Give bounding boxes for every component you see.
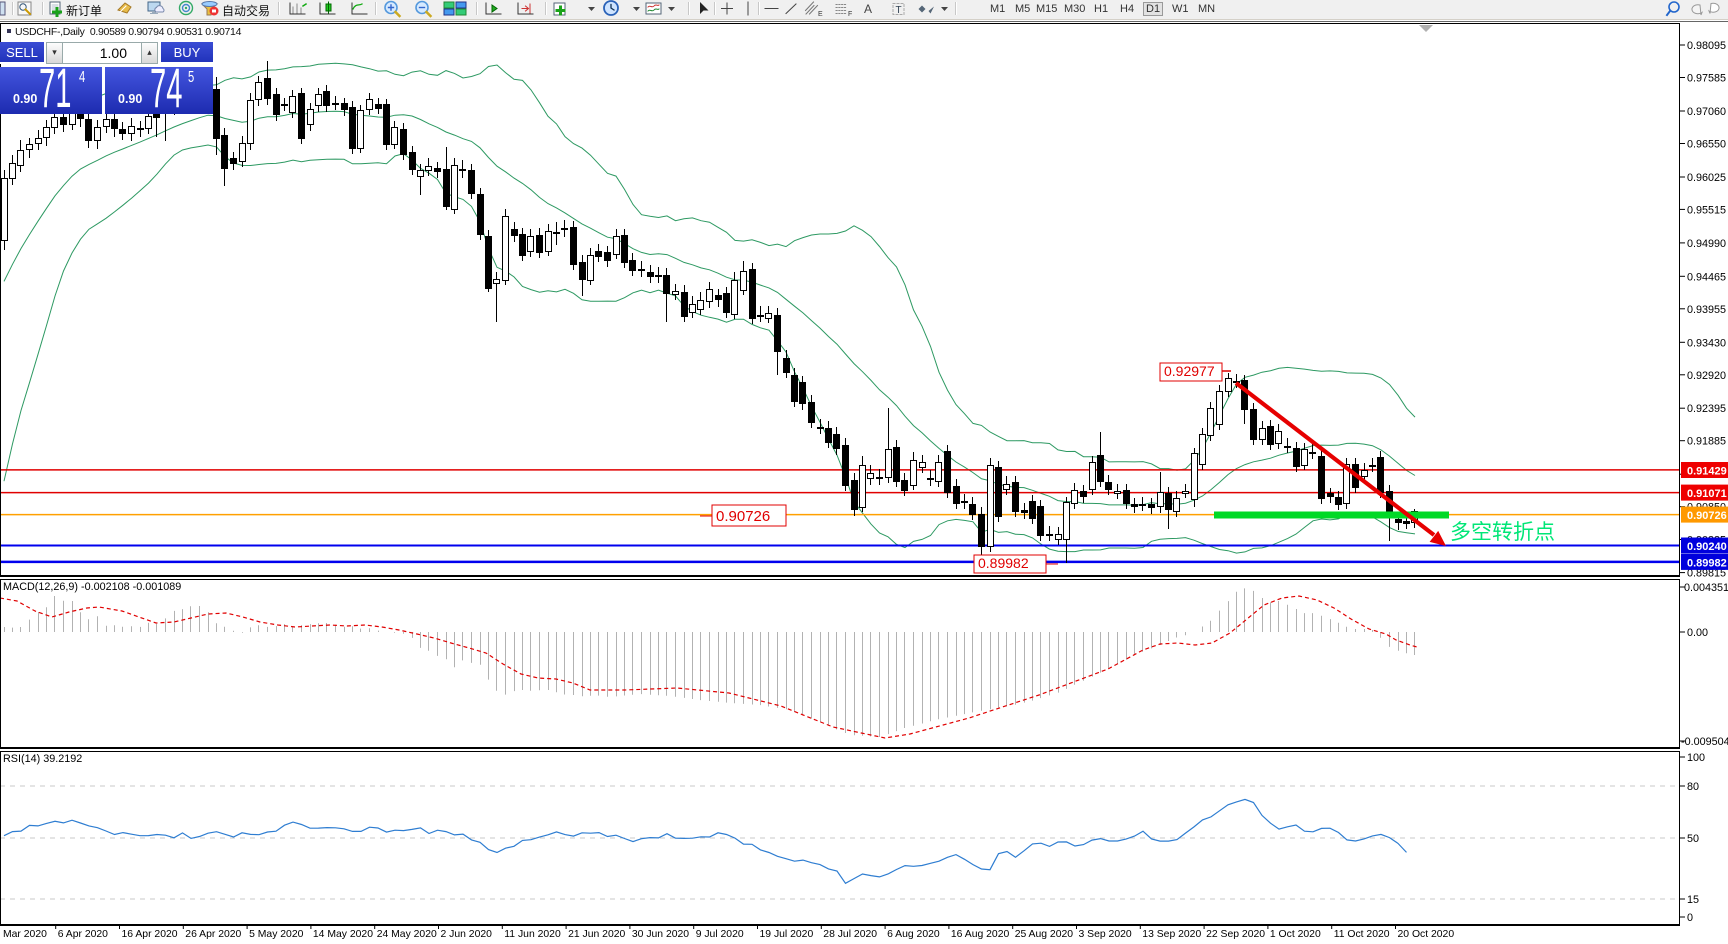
- svg-text:25 Aug 2020: 25 Aug 2020: [1015, 929, 1074, 940]
- svg-text:0.90240: 0.90240: [1687, 541, 1727, 553]
- svg-text:0.96025: 0.96025: [1687, 172, 1726, 184]
- svg-text:1 Oct 2020: 1 Oct 2020: [1270, 929, 1321, 940]
- svg-text:0.93955: 0.93955: [1687, 304, 1726, 316]
- svg-text:0.92395: 0.92395: [1687, 403, 1726, 415]
- svg-text:0.89982: 0.89982: [1687, 557, 1727, 569]
- svg-text:0.00: 0.00: [1687, 627, 1708, 639]
- svg-text:Mar 2020: Mar 2020: [3, 929, 47, 940]
- svg-text:0.97585: 0.97585: [1687, 73, 1726, 85]
- svg-text:0.89982: 0.89982: [978, 555, 1029, 571]
- svg-text:0: 0: [1687, 912, 1693, 924]
- svg-text:F: F: [848, 11, 852, 18]
- svg-text:0.92920: 0.92920: [1687, 370, 1726, 382]
- svg-text:MACD(12,26,9) -0.002108 -0.001: MACD(12,26,9) -0.002108 -0.001089: [3, 581, 181, 593]
- svg-text:0.97060: 0.97060: [1687, 106, 1726, 118]
- svg-text:0.94990: 0.94990: [1687, 238, 1726, 250]
- svg-text:9 Jul 2020: 9 Jul 2020: [696, 929, 744, 940]
- svg-text:80: 80: [1687, 781, 1699, 793]
- svg-text:5 May 2020: 5 May 2020: [249, 929, 304, 940]
- svg-text:0.96550: 0.96550: [1687, 139, 1726, 151]
- svg-text:0.93430: 0.93430: [1687, 337, 1726, 349]
- svg-text:16 Aug 2020: 16 Aug 2020: [951, 929, 1010, 940]
- svg-text:0.90726: 0.90726: [716, 508, 770, 525]
- svg-text:0.98095: 0.98095: [1687, 40, 1726, 52]
- svg-text:0.91429: 0.91429: [1687, 466, 1727, 478]
- svg-text:16 Apr 2020: 16 Apr 2020: [122, 929, 178, 940]
- svg-text:多空转折点: 多空转折点: [1450, 521, 1555, 544]
- svg-text:6 Apr 2020: 6 Apr 2020: [58, 929, 108, 940]
- svg-text:13 Sep 2020: 13 Sep 2020: [1142, 929, 1201, 940]
- svg-text:20 Oct 2020: 20 Oct 2020: [1398, 929, 1455, 940]
- svg-text:T: T: [896, 5, 902, 16]
- svg-text:E: E: [818, 11, 823, 18]
- svg-text:0.91885: 0.91885: [1687, 436, 1726, 448]
- svg-text:15: 15: [1687, 894, 1699, 906]
- svg-text:21 Jun 2020: 21 Jun 2020: [568, 929, 625, 940]
- svg-text:50: 50: [1687, 833, 1699, 845]
- svg-text:0.95515: 0.95515: [1687, 204, 1726, 216]
- svg-text:0.89815: 0.89815: [1687, 568, 1726, 580]
- svg-text:0.91071: 0.91071: [1687, 488, 1727, 500]
- svg-text:11 Oct 2020: 11 Oct 2020: [1334, 929, 1390, 940]
- svg-text:11 Jun 2020: 11 Jun 2020: [504, 929, 561, 940]
- svg-text:0.90726: 0.90726: [1687, 510, 1727, 522]
- svg-text:22 Sep 2020: 22 Sep 2020: [1206, 929, 1265, 940]
- svg-text:0.92977: 0.92977: [1164, 363, 1215, 379]
- svg-text:28 Jul 2020: 28 Jul 2020: [823, 929, 877, 940]
- svg-text:24 May 2020: 24 May 2020: [377, 929, 437, 940]
- svg-text:-0.009504: -0.009504: [1681, 736, 1728, 748]
- svg-text:3 Sep 2020: 3 Sep 2020: [1079, 929, 1132, 940]
- svg-text:100: 100: [1687, 752, 1705, 764]
- svg-text:2 Jun 2020: 2 Jun 2020: [441, 929, 493, 940]
- svg-text:14 May 2020: 14 May 2020: [313, 929, 373, 940]
- svg-text:19 Jul 2020: 19 Jul 2020: [760, 929, 814, 940]
- svg-text:RSI(14) 39.2192: RSI(14) 39.2192: [3, 753, 82, 765]
- svg-text:0.94465: 0.94465: [1687, 271, 1726, 283]
- svg-text:26 Apr 2020: 26 Apr 2020: [185, 929, 241, 940]
- svg-text:6 Aug 2020: 6 Aug 2020: [887, 929, 940, 940]
- svg-text:30 Jun 2020: 30 Jun 2020: [632, 929, 689, 940]
- svg-text:A: A: [864, 2, 872, 16]
- svg-text:0.004351: 0.004351: [1684, 582, 1728, 594]
